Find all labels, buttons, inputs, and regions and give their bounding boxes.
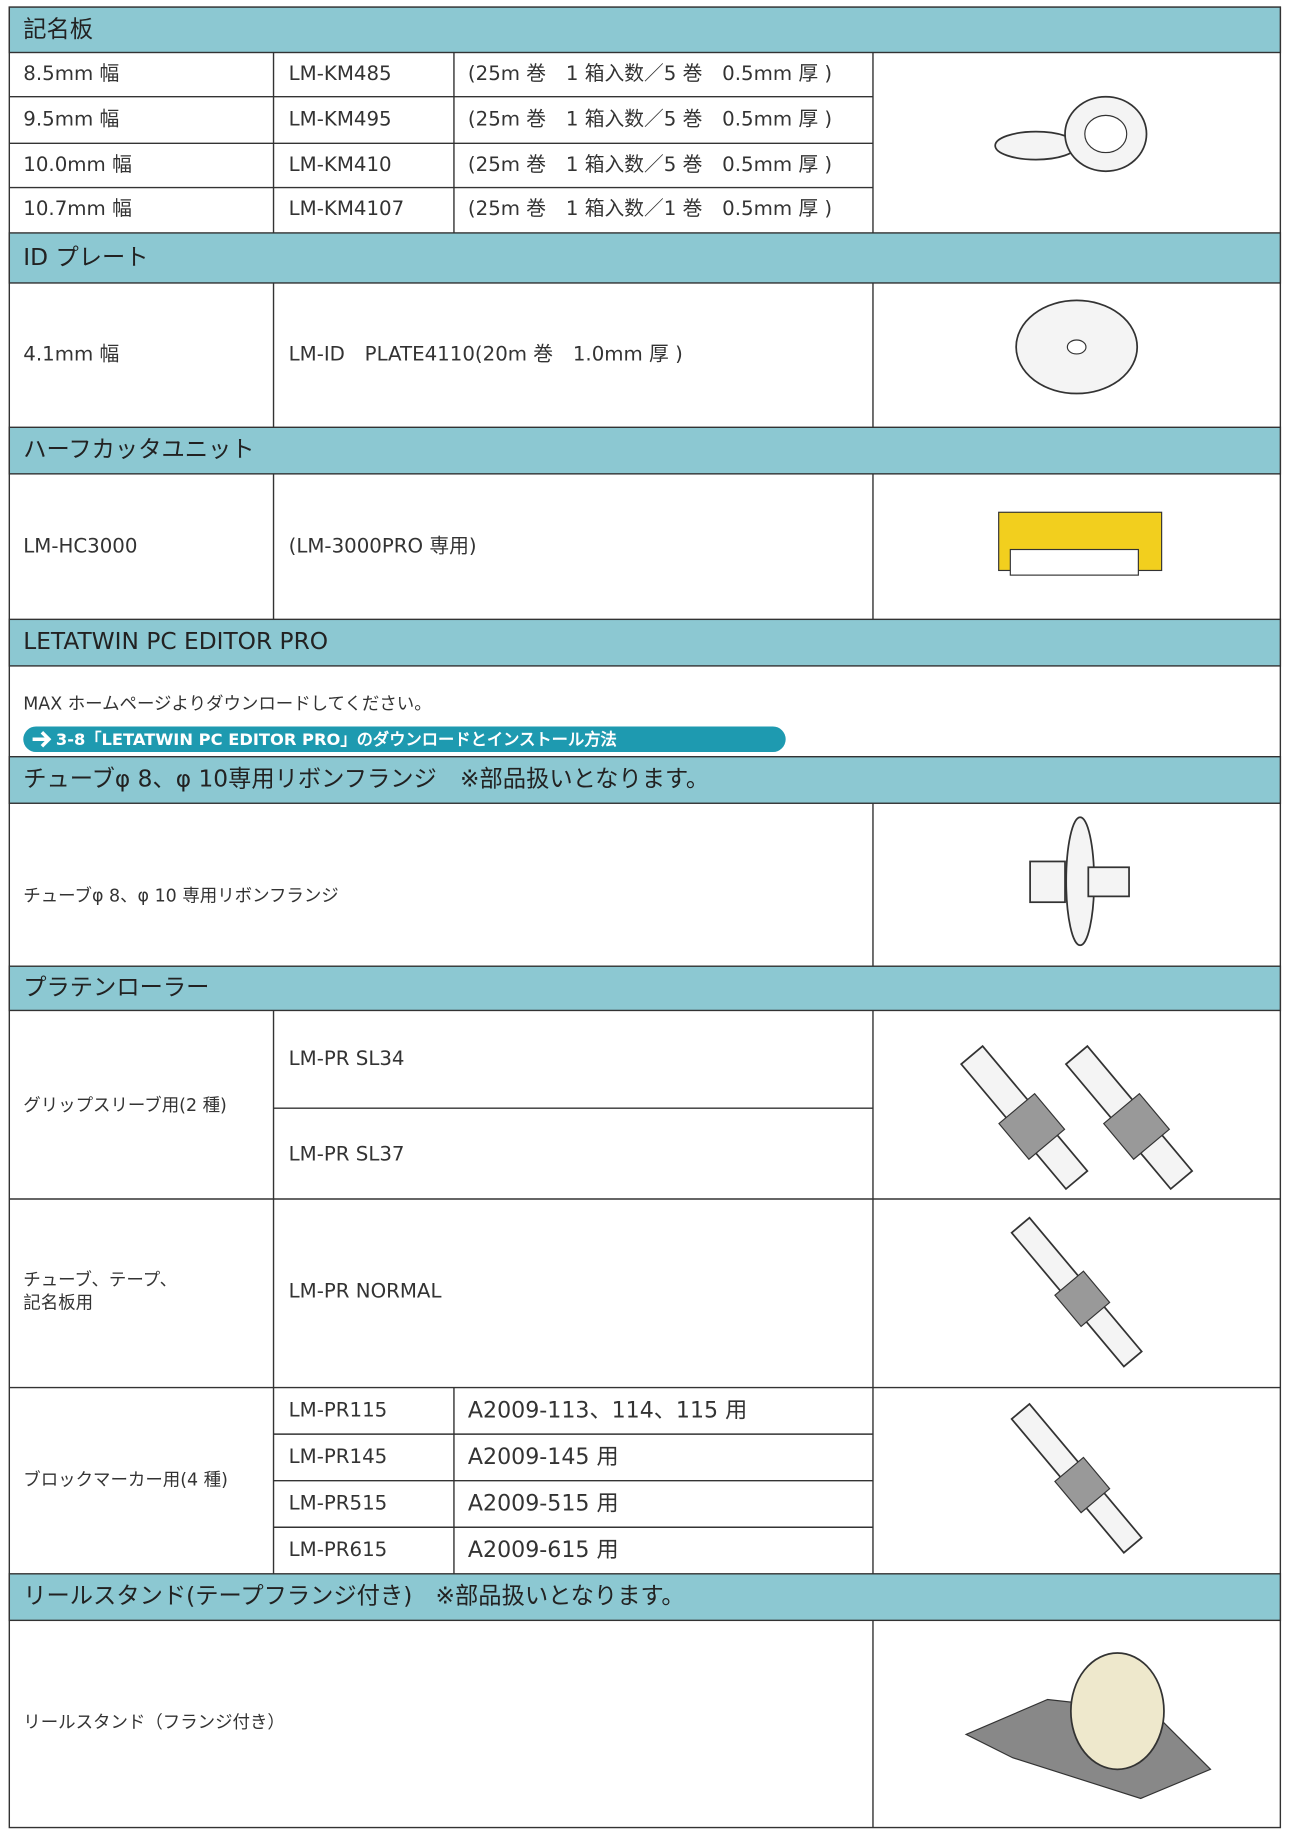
cell: LM-KM495: [289, 108, 392, 131]
arrow-icon: [32, 731, 52, 748]
cell: A2009-145 用: [468, 1444, 619, 1470]
cell: (25m 巻 1 箱入数／5 巻 0.5mm 厚 ): [468, 153, 832, 176]
cell: LM-PR SL34: [289, 1047, 405, 1070]
cell: A2009-113、114、115 用: [468, 1397, 747, 1423]
section-title: ID プレート: [23, 244, 148, 271]
cell: LM-PR515: [289, 1491, 388, 1514]
cell: LM-KM485: [289, 62, 392, 85]
cell: リールスタンド（フランジ付き）: [23, 1713, 285, 1733]
headers: [8, 6, 1282, 1622]
cell: LM-PR615: [289, 1538, 388, 1561]
cell: LM-PR115: [289, 1398, 388, 1421]
cell: 4.1mm 幅: [23, 343, 119, 366]
section-title: LETATWIN PC EDITOR PRO: [23, 628, 328, 655]
grid-lines: [9, 52, 1281, 1828]
cell: (25m 巻 1 箱入数／5 巻 0.5mm 厚 ): [468, 108, 832, 131]
cell: LM-PR145: [289, 1445, 388, 1468]
cell: A2009-515 用: [468, 1490, 619, 1516]
cell: (LM-3000PRO 専用): [289, 535, 477, 558]
cell: 9.5mm 幅: [23, 108, 119, 131]
cell: 10.0mm 幅: [23, 153, 132, 176]
cell: チューブφ 8、φ 10 専用リボンフランジ: [23, 885, 338, 906]
cell: LM-ID PLATE4110(20m 巻 1.0mm 厚 ): [289, 343, 683, 366]
cell: グリップスリーブ用(2 種): [23, 1095, 227, 1116]
cell: A2009-615 用: [468, 1537, 619, 1563]
section-title: ハーフカッタユニット: [23, 436, 254, 463]
illustrations: [959, 95, 1212, 1800]
cell: LM-KM4107: [289, 197, 405, 220]
link-text[interactable]: 3-8「LETATWIN PC EDITOR PRO」のダウンロードとインストー…: [56, 730, 617, 749]
cell: LM-HC3000: [23, 535, 137, 558]
cell: (25m 巻 1 箱入数／5 巻 0.5mm 厚 ): [468, 62, 832, 85]
cell: MAX ホームページよりダウンロードしてください。: [23, 694, 431, 714]
section-title: プラテンローラー: [23, 974, 209, 1001]
link-button[interactable]: [23, 726, 786, 753]
section-title: リールスタンド(テープフランジ付き) ※部品扱いとなります。: [23, 1583, 684, 1610]
cell: 8.5mm 幅: [23, 62, 119, 85]
cell: 記名板用: [23, 1294, 93, 1314]
cell: チューブ、テープ、: [23, 1269, 177, 1290]
cell: LM-PR NORMAL: [289, 1280, 442, 1303]
cell: (25m 巻 1 箱入数／1 巻 0.5mm 厚 ): [468, 197, 832, 220]
cell: 10.7mm 幅: [23, 197, 132, 220]
section-title: チューブφ 8、φ 10専用リボンフランジ ※部品扱いとなります。: [23, 765, 709, 792]
cell: ブロックマーカー用(4 種): [23, 1470, 228, 1491]
section-title: 記名板: [23, 16, 93, 43]
cell: LM-KM410: [289, 153, 392, 176]
cell: LM-PR SL37: [289, 1142, 405, 1165]
